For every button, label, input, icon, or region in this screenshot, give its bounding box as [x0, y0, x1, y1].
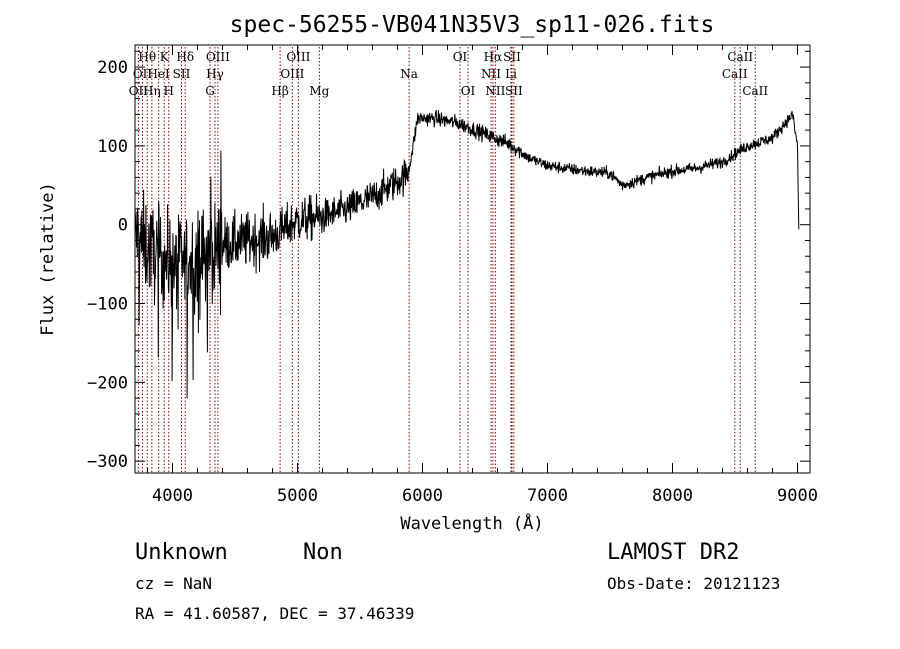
spectral-line-label: Hδ [176, 50, 194, 64]
spectral-line-label: CaII [742, 84, 768, 98]
obs-date-label: Obs-Date: 20121123 [607, 574, 780, 593]
spectral-line-label: CaII [722, 67, 748, 81]
spectral-line-label: HeI [147, 67, 170, 81]
spectral-line-label: OI [461, 84, 476, 98]
spectral-line-label: SII [503, 50, 521, 64]
spectral-line-label: G [205, 84, 215, 98]
spectral-line-label: OIII [286, 50, 310, 64]
spectral-line-label: SII [505, 84, 523, 98]
spectral-line-label: Hβ [271, 84, 288, 98]
y-tick-label: 200 [97, 58, 128, 78]
spectral-line-label: Li [505, 67, 517, 81]
y-tick-labels: −300 −200 −100 0 100 200 [87, 58, 128, 472]
x-tick-label: 9000 [777, 486, 818, 506]
spectral-line-label: Hθ [138, 50, 156, 64]
y-tick-label: −300 [87, 452, 128, 472]
spectral-line-label: OII [129, 84, 149, 98]
survey-label: LAMOST DR2 [607, 540, 739, 565]
x-axis-title: Wavelength (Å) [400, 512, 543, 534]
y-axis-title: Flux (relative) [38, 182, 58, 336]
spectral-line-label: Hα [484, 50, 503, 64]
spectral-line-label: H [164, 84, 174, 98]
spectral-line-label: OI [453, 50, 468, 64]
axis-ticks-layer [135, 45, 810, 473]
spectral-line-label: K [160, 50, 170, 64]
spectral-line-label: OIII [280, 67, 304, 81]
redshift-label: cz = NaN [135, 574, 212, 593]
x-tick-label: 4000 [152, 486, 193, 506]
chart-title: spec-56255-VB041N35V3_sp11-026.fits [230, 12, 715, 38]
y-tick-label: 0 [118, 216, 128, 236]
spectral-line-label: CaII [727, 50, 753, 64]
spectral-line-label: Na [400, 67, 418, 81]
spectral-line-label: Hγ [206, 67, 224, 81]
y-tick-label: −100 [87, 295, 128, 315]
spectral-line-label: NII [485, 84, 505, 98]
x-tick-labels: 4000 5000 6000 7000 8000 9000 [152, 486, 818, 506]
x-tick-label: 5000 [277, 486, 318, 506]
coordinates-label: RA = 41.60587, DEC = 37.46339 [135, 604, 414, 623]
x-tick-label: 6000 [402, 486, 443, 506]
y-tick-label: 100 [97, 137, 128, 157]
spectral-line-label: OIII [206, 50, 230, 64]
spectral-line-label: OII [133, 67, 153, 81]
spectral-line-label: NII [481, 67, 501, 81]
spectrum-line [134, 109, 800, 399]
x-tick-label: 7000 [527, 486, 568, 506]
y-tick-label: −200 [87, 373, 128, 393]
spectral-line-label: SII [173, 67, 191, 81]
series-layer [134, 109, 800, 399]
plot-frame [134, 44, 811, 474]
spectral-lines-layer: OII OII Hθ Hη HeI K H SII Hδ G Hγ OIII Hβ OIII OIII Mg N… [129, 47, 768, 473]
x-tick-label: 8000 [652, 486, 693, 506]
spectral-line-label: Hη [143, 84, 161, 98]
object-class: Unknown [135, 540, 228, 565]
object-subclass: Non [303, 540, 343, 565]
spectral-line-label: Mg [309, 84, 329, 98]
